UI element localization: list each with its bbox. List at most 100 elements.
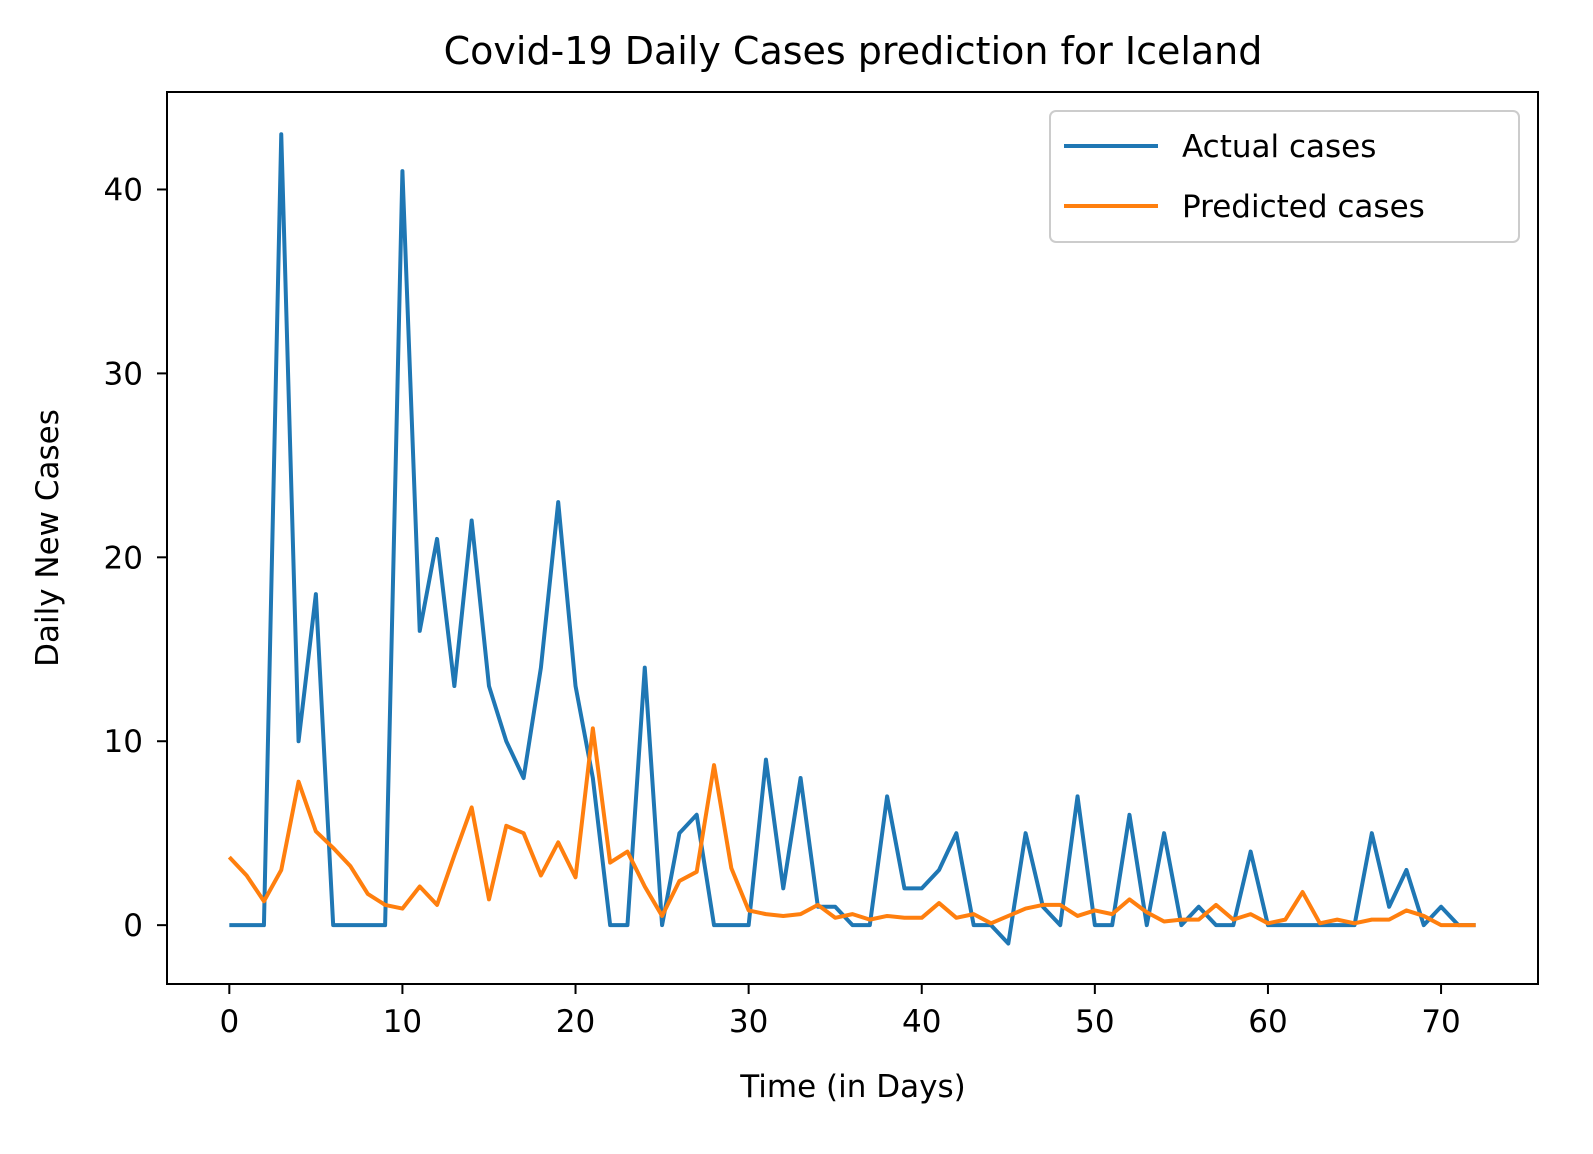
series-line-1	[227, 726, 1476, 928]
x-tick-label: 60	[1248, 1004, 1287, 1040]
data-point-1-53	[1145, 910, 1149, 914]
data-point-0-46	[1024, 831, 1028, 835]
data-point-0-10	[400, 169, 404, 173]
data-point-0-32	[781, 886, 785, 890]
data-point-0-26	[677, 831, 681, 835]
data-point-0-21	[591, 776, 595, 780]
y-tick-label: 10	[104, 724, 143, 760]
data-point-0-38	[885, 794, 889, 798]
data-point-0-55	[1179, 923, 1183, 927]
series-layer	[227, 132, 1478, 946]
data-point-0-17	[522, 776, 526, 780]
y-axis-ticks: 0 10 20 30 40	[104, 172, 167, 944]
data-point-1-6	[331, 846, 335, 850]
x-tick-label: 70	[1421, 1004, 1460, 1040]
data-point-0-25	[660, 923, 664, 927]
data-point-0-24	[643, 666, 647, 670]
data-point-1-60	[1266, 921, 1270, 925]
data-point-1-23	[625, 850, 629, 854]
data-point-1-71	[1456, 923, 1460, 927]
data-point-0-2	[262, 923, 266, 927]
data-point-1-72	[1474, 923, 1478, 927]
x-axis-ticks: 0 10 20 30 40 50 60 70	[219, 984, 1461, 1040]
data-point-0-6	[331, 923, 335, 927]
data-point-1-13	[452, 853, 456, 857]
data-point-1-30	[747, 908, 751, 912]
data-point-0-36	[851, 923, 855, 927]
data-point-0-18	[539, 666, 543, 670]
data-point-1-69	[1422, 914, 1426, 918]
data-point-0-23	[625, 923, 629, 927]
data-point-0-69	[1422, 923, 1426, 927]
data-point-1-37	[868, 918, 872, 922]
data-point-0-54	[1162, 831, 1166, 835]
data-point-1-4	[297, 780, 301, 784]
data-point-1-29	[729, 866, 733, 870]
data-point-1-22	[608, 861, 612, 865]
data-point-1-35	[833, 916, 837, 920]
legend-label-predicted: Predicted cases	[1182, 189, 1425, 225]
data-point-0-0	[227, 923, 231, 927]
data-point-1-45	[1006, 914, 1010, 918]
data-point-1-48	[1058, 903, 1062, 907]
data-point-0-20	[574, 684, 578, 688]
y-tick-label: 30	[104, 356, 143, 392]
data-point-0-27	[695, 813, 699, 817]
data-point-0-14	[470, 519, 474, 523]
data-point-1-56	[1197, 918, 1201, 922]
data-point-0-4	[297, 739, 301, 743]
y-axis-label: Daily New Cases	[30, 409, 66, 667]
data-point-1-21	[591, 726, 595, 730]
data-point-0-41	[937, 868, 941, 872]
x-axis-label: Time (in Days)	[739, 1069, 965, 1105]
x-tick-label: 10	[383, 1004, 422, 1040]
data-point-1-17	[522, 831, 526, 835]
data-point-0-1	[245, 923, 249, 927]
data-point-0-30	[747, 923, 751, 927]
y-tick-label: 0	[123, 908, 143, 944]
data-point-0-9	[383, 923, 387, 927]
data-point-0-57	[1214, 923, 1218, 927]
data-point-0-22	[608, 923, 612, 927]
data-point-1-24	[643, 885, 647, 889]
data-point-1-63	[1318, 921, 1322, 925]
data-point-1-43	[972, 912, 976, 916]
data-point-0-35	[833, 905, 837, 909]
data-point-1-61	[1283, 918, 1287, 922]
data-point-0-48	[1058, 923, 1062, 927]
y-tick-label: 40	[104, 172, 143, 208]
data-point-1-10	[400, 907, 404, 911]
data-point-1-59	[1249, 912, 1253, 916]
data-point-1-18	[539, 873, 543, 877]
data-point-0-62	[1301, 923, 1305, 927]
data-point-0-43	[972, 923, 976, 927]
data-point-0-28	[712, 923, 716, 927]
legend-box	[1049, 110, 1520, 243]
data-point-1-36	[851, 912, 855, 916]
data-point-1-42	[954, 916, 958, 920]
data-point-1-55	[1179, 918, 1183, 922]
data-point-1-58	[1231, 918, 1235, 922]
data-point-1-27	[695, 870, 699, 874]
data-point-1-68	[1404, 908, 1408, 912]
data-point-0-13	[452, 684, 456, 688]
data-point-0-67	[1387, 905, 1391, 909]
data-point-1-66	[1370, 918, 1374, 922]
data-point-0-11	[418, 629, 422, 633]
data-point-1-67	[1387, 918, 1391, 922]
data-point-1-20	[574, 875, 578, 879]
data-point-1-33	[799, 912, 803, 916]
data-point-1-26	[677, 879, 681, 883]
data-point-0-31	[764, 758, 768, 762]
data-point-1-65	[1353, 921, 1357, 925]
chart-title: Covid-19 Daily Cases prediction for Icel…	[444, 29, 1263, 73]
data-point-1-5	[314, 829, 318, 833]
data-point-1-46	[1024, 907, 1028, 911]
data-point-0-39	[902, 886, 906, 890]
data-point-1-3	[279, 868, 283, 872]
data-point-1-38	[885, 914, 889, 918]
data-point-0-15	[487, 684, 491, 688]
data-point-0-61	[1283, 923, 1287, 927]
data-point-0-52	[1127, 813, 1131, 817]
